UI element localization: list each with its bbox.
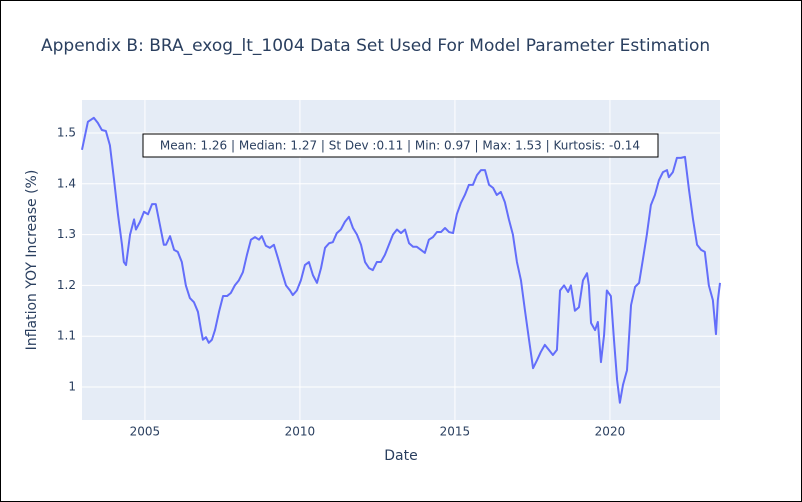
y-tick-label: 1.3 [57, 227, 76, 241]
x-tick-label: 2020 [595, 425, 626, 439]
y-tick-label: 1.5 [57, 126, 76, 140]
x-tick-label: 2010 [285, 425, 316, 439]
annotation-box [142, 133, 659, 158]
chart-title: Appendix B: BRA_exog_lt_1004 Data Set Us… [41, 36, 710, 56]
y-axis-label: Inflation YOY Increase (%) [24, 170, 40, 351]
x-tick-label: 2005 [130, 425, 161, 439]
y-tick-label: 1.2 [57, 278, 76, 292]
y-tick-label: 1.4 [57, 176, 76, 190]
annotation: Mean: 1.26 | Median: 1.27 | St Dev :0.11… [160, 139, 640, 153]
y-tick-label: 1.1 [57, 329, 76, 343]
marks [81, 116, 721, 404]
x-tick-label: 2015 [440, 425, 471, 439]
line-series [81, 116, 721, 404]
y-tick-label: 1 [68, 379, 76, 393]
x-axis-label: Date [384, 448, 417, 464]
